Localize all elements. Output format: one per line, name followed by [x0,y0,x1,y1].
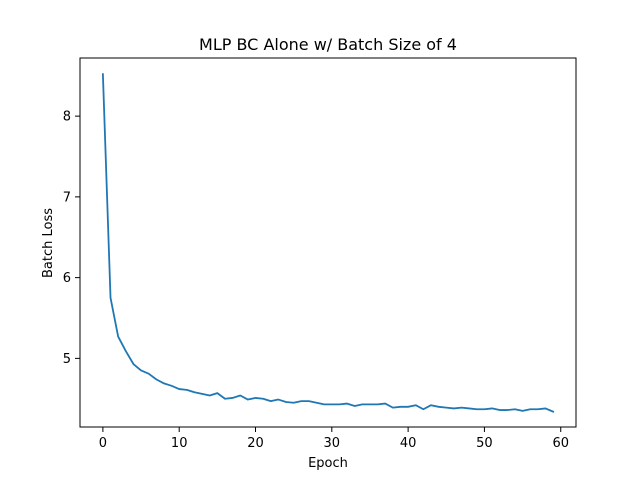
x-tick-label: 50 [476,436,493,451]
y-axis: 5 6 7 8 [63,110,80,367]
series-line [101,73,555,413]
x-tick-label: 60 [552,436,569,451]
x-tick-label: 30 [324,436,341,451]
x-axis-label: Epoch [308,456,348,471]
x-axis: 0 10 20 30 40 50 60 [99,427,569,451]
y-axis-label: Batch Loss [41,208,56,278]
x-tick-label: 20 [247,436,264,451]
x-tick-label: 0 [99,436,107,451]
y-tick-label: 7 [63,190,71,205]
series-layer [101,73,555,413]
chart-title: MLP BC Alone w/ Batch Size of 4 [199,35,457,54]
x-tick-label: 40 [400,436,417,451]
x-tick-label: 10 [171,436,188,451]
y-tick-label: 6 [63,271,71,286]
y-tick-label: 5 [63,352,71,367]
y-tick-label: 8 [63,110,71,125]
plot-area [79,57,577,428]
